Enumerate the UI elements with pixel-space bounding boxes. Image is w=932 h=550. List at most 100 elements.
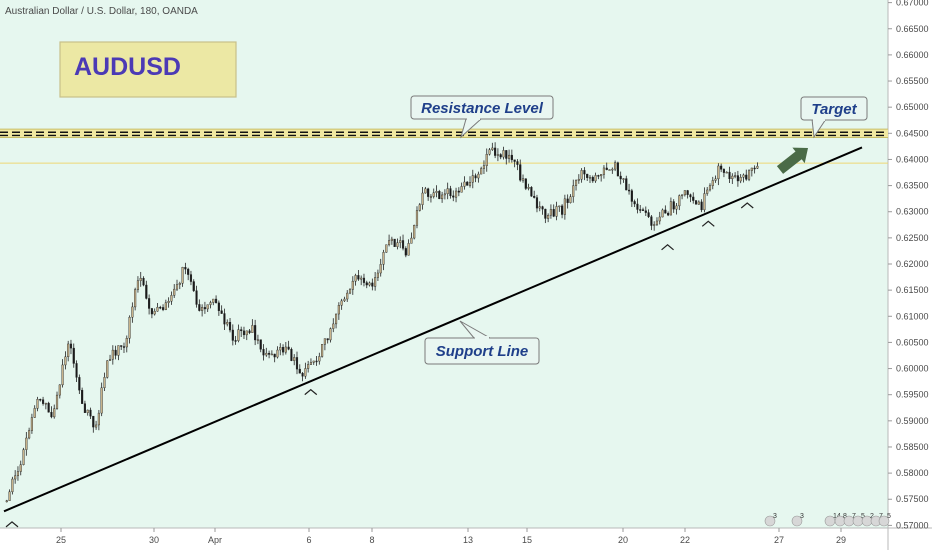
- candle[interactable]: [572, 179, 575, 203]
- candle[interactable]: [357, 270, 360, 281]
- candle[interactable]: [717, 163, 720, 186]
- candle[interactable]: [256, 334, 259, 345]
- candle[interactable]: [686, 189, 689, 199]
- candle[interactable]: [245, 330, 248, 341]
- candle[interactable]: [452, 190, 455, 202]
- candle[interactable]: [248, 329, 251, 335]
- candle[interactable]: [362, 273, 366, 287]
- candle[interactable]: [203, 301, 206, 314]
- candle[interactable]: [92, 415, 95, 433]
- candle[interactable]: [106, 360, 109, 379]
- candle[interactable]: [496, 148, 499, 162]
- candle[interactable]: [376, 269, 379, 281]
- candle[interactable]: [627, 183, 631, 195]
- candle[interactable]: [44, 402, 47, 410]
- candle[interactable]: [644, 206, 647, 216]
- candle[interactable]: [756, 162, 759, 169]
- candle[interactable]: [480, 166, 483, 175]
- candle[interactable]: [647, 209, 650, 218]
- candle[interactable]: [69, 339, 73, 355]
- candle[interactable]: [510, 149, 513, 163]
- candle[interactable]: [270, 350, 273, 356]
- candle[interactable]: [374, 271, 377, 291]
- candle[interactable]: [72, 343, 75, 368]
- candle[interactable]: [658, 211, 661, 225]
- candle[interactable]: [505, 150, 508, 165]
- candle[interactable]: [228, 318, 232, 333]
- candle[interactable]: [519, 159, 522, 182]
- candle[interactable]: [346, 290, 349, 302]
- candle[interactable]: [11, 476, 14, 495]
- candle[interactable]: [42, 396, 45, 406]
- candle[interactable]: [201, 304, 204, 317]
- candle[interactable]: [95, 420, 98, 430]
- candle[interactable]: [145, 280, 148, 300]
- candle[interactable]: [301, 371, 304, 382]
- candle[interactable]: [728, 166, 731, 183]
- candle[interactable]: [580, 168, 583, 183]
- candle[interactable]: [304, 362, 307, 379]
- candle[interactable]: [555, 201, 558, 221]
- candle[interactable]: [611, 167, 614, 174]
- candle[interactable]: [290, 347, 293, 362]
- candle[interactable]: [700, 199, 703, 213]
- candle[interactable]: [541, 205, 544, 215]
- candle[interactable]: [385, 244, 388, 253]
- candle[interactable]: [343, 296, 346, 302]
- candle[interactable]: [619, 171, 622, 185]
- candle[interactable]: [692, 192, 695, 204]
- candle[interactable]: [184, 262, 187, 275]
- candle[interactable]: [64, 351, 67, 370]
- candle[interactable]: [382, 249, 385, 271]
- candle[interactable]: [521, 174, 525, 183]
- candle[interactable]: [206, 304, 209, 313]
- candle[interactable]: [295, 351, 299, 375]
- candle[interactable]: [279, 343, 282, 356]
- candle[interactable]: [460, 182, 463, 193]
- candle[interactable]: [337, 302, 340, 320]
- time-axis[interactable]: 25 30 Apr 6 8 13 15 20 22 27 29: [56, 528, 846, 545]
- candle[interactable]: [446, 182, 449, 200]
- candle[interactable]: [499, 153, 502, 160]
- candle[interactable]: [50, 406, 53, 419]
- candle[interactable]: [689, 193, 692, 203]
- candle[interactable]: [390, 236, 393, 245]
- candle[interactable]: [198, 299, 201, 312]
- candle[interactable]: [586, 173, 589, 182]
- candle[interactable]: [125, 335, 128, 353]
- candle[interactable]: [312, 360, 315, 365]
- candle[interactable]: [103, 372, 106, 391]
- candle[interactable]: [75, 360, 78, 383]
- resistance-callout[interactable]: Resistance Level: [410, 95, 554, 139]
- candle[interactable]: [600, 174, 603, 182]
- candle[interactable]: [61, 359, 64, 388]
- candle[interactable]: [714, 175, 717, 183]
- candle[interactable]: [309, 358, 313, 365]
- candle[interactable]: [153, 308, 156, 316]
- candle[interactable]: [254, 319, 257, 346]
- candle[interactable]: [533, 190, 536, 199]
- candle[interactable]: [468, 176, 472, 188]
- candle[interactable]: [242, 326, 246, 340]
- candle[interactable]: [315, 356, 318, 366]
- candle[interactable]: [139, 271, 142, 287]
- candle[interactable]: [739, 174, 742, 184]
- candle[interactable]: [268, 350, 271, 359]
- candle[interactable]: [89, 407, 92, 420]
- candle[interactable]: [122, 342, 126, 353]
- candle[interactable]: [594, 172, 597, 183]
- candle[interactable]: [67, 340, 70, 362]
- candle[interactable]: [351, 276, 354, 295]
- candle[interactable]: [524, 178, 527, 191]
- candle[interactable]: [58, 384, 61, 399]
- candle[interactable]: [226, 319, 229, 327]
- candle[interactable]: [438, 189, 441, 200]
- candle[interactable]: [273, 353, 276, 363]
- candle[interactable]: [97, 409, 100, 431]
- candle[interactable]: [128, 315, 131, 344]
- candle[interactable]: [142, 276, 145, 287]
- candle[interactable]: [161, 304, 165, 312]
- candle[interactable]: [329, 327, 332, 343]
- candle[interactable]: [413, 224, 416, 240]
- candle[interactable]: [502, 146, 505, 160]
